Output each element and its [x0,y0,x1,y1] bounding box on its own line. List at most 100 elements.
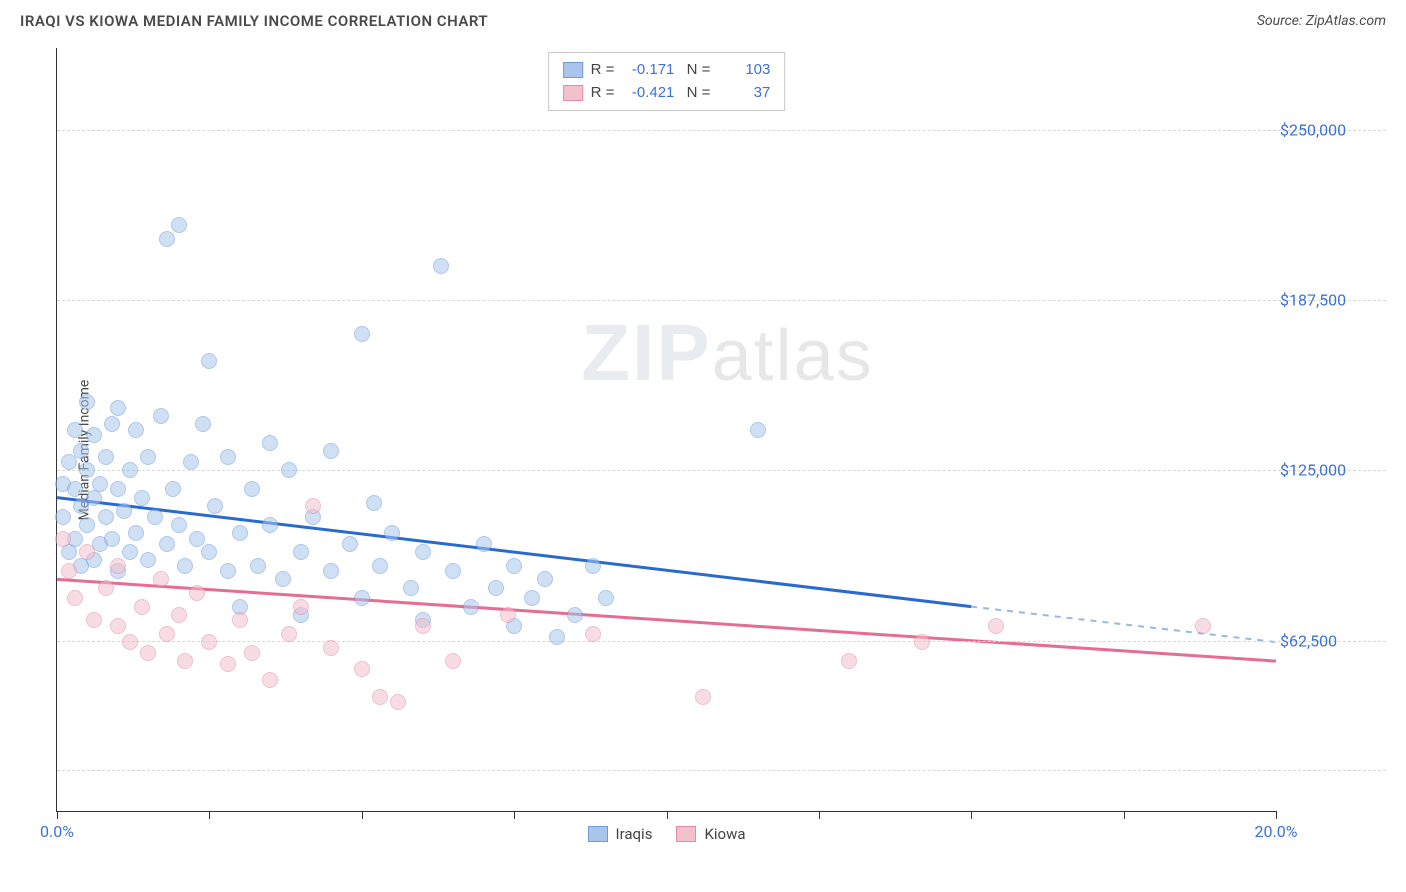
scatter-point [366,495,382,511]
scatter-point [390,694,406,710]
scatter-point [415,544,431,560]
plot-area: ZIPatlas R = -0.171 N = 103 R = -0.421 N… [56,48,1276,812]
x-tick [1124,811,1125,819]
scatter-point [128,422,144,438]
watermark: ZIPatlas [581,307,874,399]
legend-label-iraqis: Iraqis [616,825,653,843]
scatter-point [232,525,248,541]
y-tick-label: $250,000 [1280,120,1380,139]
scatter-point [1195,618,1211,634]
x-tick [362,811,363,819]
scatter-point [159,536,175,552]
gridline-h [57,300,1386,301]
n-value-iraqis: 103 [718,59,770,82]
scatter-point [500,607,516,623]
scatter-point [104,531,120,547]
scatter-point [281,626,297,642]
scatter-point [201,353,217,369]
scatter-point [104,416,120,432]
x-tick [667,811,668,819]
y-tick-label: $125,000 [1280,461,1380,480]
scatter-point [354,590,370,606]
scatter-point [841,653,857,669]
scatter-point [445,653,461,669]
scatter-point [201,544,217,560]
scatter-point [86,490,102,506]
scatter-point [323,563,339,579]
scatter-point [177,653,193,669]
scatter-point [134,599,150,615]
scatter-point [153,571,169,587]
scatter-point [79,544,95,560]
x-tick [514,811,515,819]
scatter-point [244,481,260,497]
scatter-point [220,449,236,465]
scatter-point [140,449,156,465]
trend-lines [57,48,1276,811]
scatter-point [98,580,114,596]
scatter-point [189,531,205,547]
scatter-point [98,449,114,465]
scatter-point [524,590,540,606]
scatter-point [110,618,126,634]
x-tick [1276,811,1277,819]
scatter-point [750,422,766,438]
scatter-point [171,607,187,623]
scatter-point [415,618,431,634]
scatter-point [140,552,156,568]
scatter-point [79,394,95,410]
scatter-point [61,544,77,560]
scatter-point [342,536,358,552]
scatter-point [147,509,163,525]
watermark-zip: ZIP [581,308,711,397]
scatter-point [463,599,479,615]
gridline-h [57,770,1386,771]
scatter-point [67,422,83,438]
scatter-point [567,607,583,623]
scatter-point [281,462,297,478]
scatter-point [110,481,126,497]
scatter-point [201,634,217,650]
scatter-point [305,498,321,514]
legend-label-kiowa: Kiowa [704,825,745,843]
scatter-point [79,462,95,478]
gridline-h [57,130,1386,131]
scatter-point [92,476,108,492]
scatter-point [183,454,199,470]
scatter-point [262,435,278,451]
scatter-point [73,443,89,459]
scatter-point [506,558,522,574]
scatter-point [86,427,102,443]
scatter-point [110,558,126,574]
scatter-point [140,645,156,661]
scatter-point [122,544,138,560]
scatter-point [372,558,388,574]
legend-stats-row: R = -0.421 N = 37 [563,82,771,105]
y-tick-label: $62,500 [1280,631,1380,650]
scatter-point [403,580,419,596]
scatter-point [67,590,83,606]
x-label-right: 20.0% [1255,822,1298,841]
chart-title: IRAQI VS KIOWA MEDIAN FAMILY INCOME CORR… [20,12,488,30]
r-value-iraqis: -0.171 [622,59,674,82]
legend-stats: R = -0.171 N = 103 R = -0.421 N = 37 [548,52,786,111]
x-tick [819,811,820,819]
scatter-point [695,689,711,705]
gridline-h [57,470,1386,471]
x-tick [971,811,972,819]
legend-swatch-iraqis [563,62,583,78]
scatter-point [207,498,223,514]
scatter-point [445,563,461,579]
scatter-point [195,416,211,432]
legend-stats-row: R = -0.171 N = 103 [563,59,771,82]
x-label-left: 0.0% [40,822,74,841]
scatter-point [354,661,370,677]
scatter-point [122,634,138,650]
scatter-point [250,558,266,574]
scatter-point [585,626,601,642]
chart-header: IRAQI VS KIOWA MEDIAN FAMILY INCOME CORR… [0,0,1406,38]
y-tick-label: $187,500 [1280,291,1380,310]
legend-item-kiowa: Kiowa [676,825,745,843]
scatter-point [537,571,553,587]
scatter-point [55,509,71,525]
